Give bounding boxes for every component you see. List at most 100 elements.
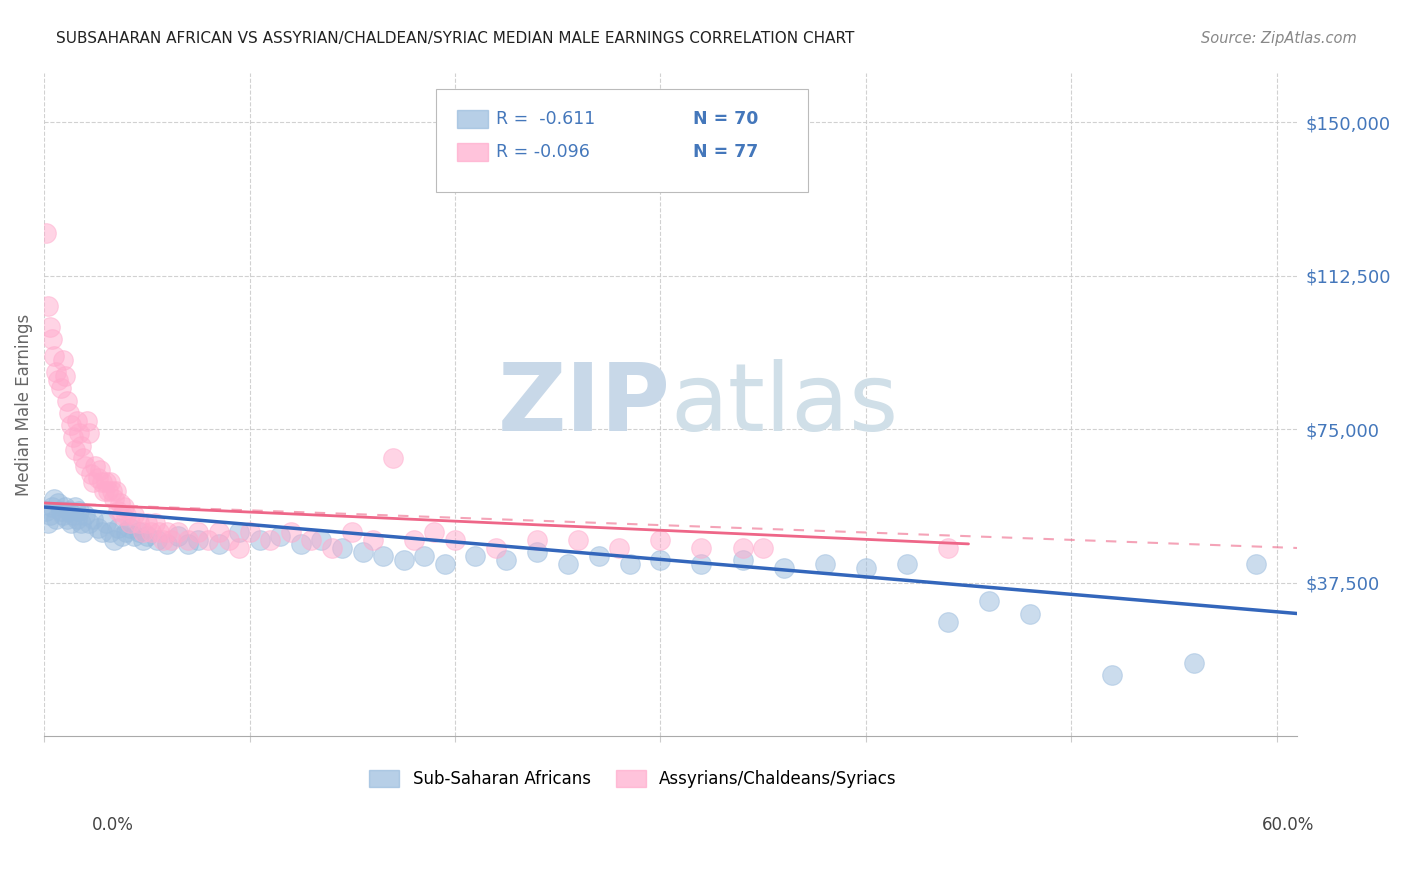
Point [84, 459, 107, 474]
Point [112, 500, 135, 514]
Point [44, 491, 66, 506]
Point [132, 524, 155, 539]
Point [160, 533, 183, 547]
Point [111, 529, 134, 543]
Point [67, 504, 90, 518]
Point [44, 349, 66, 363]
Point [619, 558, 641, 572]
Text: R =  -0.611: R = -0.611 [496, 110, 596, 128]
Point [402, 533, 425, 547]
Point [94, 475, 117, 490]
Text: SUBSAHARAN AFRICAN VS ASSYRIAN/CHALDEAN/SYRIAC MEDIAN MALE EARNINGS CORRELATION : SUBSAHARAN AFRICAN VS ASSYRIAN/CHALDEAN/… [56, 31, 855, 46]
Point [855, 561, 877, 575]
Point [79, 426, 101, 441]
Point [63, 442, 86, 457]
Point [62, 430, 84, 444]
Point [177, 533, 200, 547]
Point [526, 533, 548, 547]
Point [249, 533, 271, 547]
Point [228, 541, 250, 555]
Point [156, 524, 179, 539]
Point [107, 520, 129, 534]
Text: 0.0%: 0.0% [91, 815, 134, 833]
Point [464, 549, 486, 564]
Point [936, 541, 959, 555]
Point [115, 508, 138, 523]
Point [1244, 558, 1267, 572]
Point [731, 553, 754, 567]
Point [166, 524, 188, 539]
Point [485, 541, 508, 555]
Point [39, 508, 62, 523]
Point [650, 553, 672, 567]
Point [82, 475, 104, 490]
Point [98, 524, 121, 539]
Point [423, 524, 446, 539]
Point [135, 529, 157, 543]
Text: atlas: atlas [671, 359, 898, 450]
Point [752, 541, 775, 555]
Point [41, 332, 63, 346]
Point [299, 533, 322, 547]
Point [111, 508, 134, 523]
Point [124, 508, 146, 523]
Point [607, 541, 630, 555]
Point [66, 414, 89, 428]
Point [361, 533, 384, 547]
Point [86, 520, 108, 534]
Point [259, 533, 281, 547]
Point [59, 418, 82, 433]
Point [557, 558, 579, 572]
Point [62, 508, 84, 523]
Point [39, 319, 62, 334]
Point [977, 594, 1000, 608]
Point [392, 553, 415, 567]
Point [124, 529, 146, 543]
Point [79, 516, 101, 531]
Point [135, 516, 157, 531]
Point [55, 512, 77, 526]
Point [37, 299, 59, 313]
Point [45, 512, 67, 526]
Point [67, 426, 90, 441]
Point [89, 463, 111, 477]
Point [433, 558, 456, 572]
Point [120, 516, 142, 531]
Point [290, 537, 312, 551]
Point [814, 558, 837, 572]
Point [690, 541, 713, 555]
Point [105, 483, 128, 498]
Point [53, 500, 76, 514]
Point [103, 533, 125, 547]
Point [80, 467, 103, 482]
Point [72, 524, 94, 539]
Text: N = 77: N = 77 [693, 143, 758, 161]
Point [37, 516, 59, 531]
Point [896, 558, 918, 572]
Point [52, 508, 75, 523]
Point [103, 491, 125, 506]
Text: R = -0.096: R = -0.096 [496, 143, 591, 161]
Point [63, 500, 86, 514]
Point [115, 524, 138, 539]
Point [86, 471, 108, 485]
Point [146, 533, 169, 547]
Point [690, 558, 713, 572]
Point [413, 549, 436, 564]
Point [128, 524, 150, 539]
Point [772, 561, 794, 575]
Point [94, 516, 117, 531]
Text: 60.0%: 60.0% [1263, 815, 1315, 833]
Point [371, 549, 394, 564]
Point [567, 533, 589, 547]
Point [650, 533, 672, 547]
Point [177, 537, 200, 551]
Y-axis label: Median Male Earnings: Median Male Earnings [15, 314, 32, 496]
Point [45, 365, 67, 379]
Point [152, 533, 174, 547]
Point [139, 524, 162, 539]
Point [120, 520, 142, 534]
Point [166, 529, 188, 543]
Point [59, 516, 82, 531]
Point [382, 450, 405, 465]
